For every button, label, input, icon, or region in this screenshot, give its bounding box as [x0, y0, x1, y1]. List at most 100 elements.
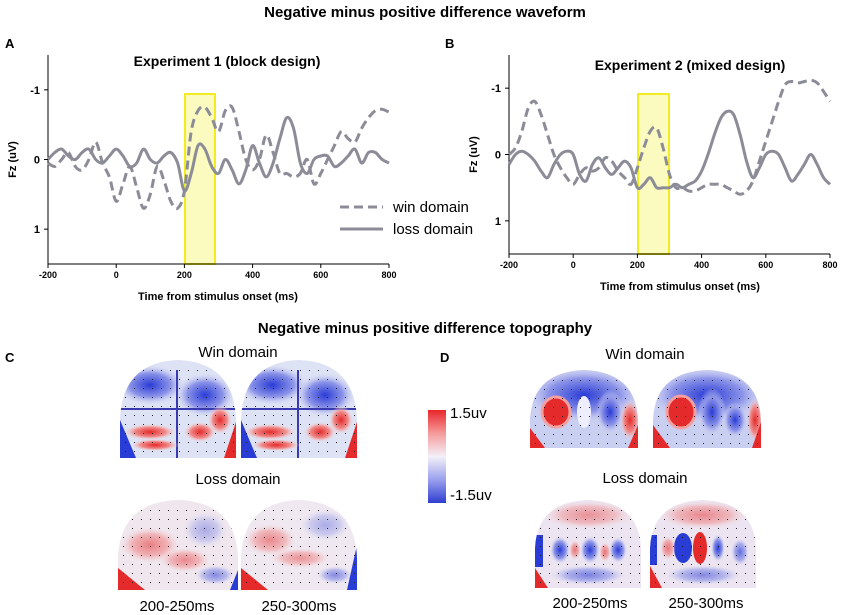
electrode-dot: [709, 582, 710, 583]
electrode-dot: [625, 389, 626, 390]
electrode-dot: [170, 415, 171, 416]
x-tick-label: 600: [758, 260, 773, 270]
electrode-dot: [318, 564, 319, 565]
electrode-dot: [318, 415, 319, 416]
electrode-dot: [718, 573, 719, 574]
electrode-dot: [318, 370, 319, 371]
electrode-dot: [658, 398, 659, 399]
electrode-dot: [603, 546, 604, 547]
electrode-dot: [246, 415, 247, 416]
electrode-dot: [300, 433, 301, 434]
electrode-dot: [612, 573, 613, 574]
y-tick-label: 0: [34, 155, 40, 167]
electrode-dot: [186, 510, 187, 511]
electrode-dot: [354, 442, 355, 443]
highlight-window-b: [637, 93, 670, 255]
electrode-dot: [562, 443, 563, 444]
electrode-dot: [544, 416, 545, 417]
electrode-dots: [123, 370, 758, 583]
electrode-dot: [754, 582, 755, 583]
loss-domain-line-a: [46, 115, 390, 193]
electrode-dot: [233, 397, 234, 398]
electrode-dot: [625, 398, 626, 399]
electrode-dot: [224, 388, 225, 389]
topomap-c-win-250-300: [241, 360, 357, 458]
electrode-dot: [141, 564, 142, 565]
electrode-dot: [634, 389, 635, 390]
electrode-dot: [186, 519, 187, 520]
electrode-dot: [255, 555, 256, 556]
electrode-dot: [204, 546, 205, 547]
electrode-dot: [745, 510, 746, 511]
electrode-dot: [676, 407, 677, 408]
electrode-dot: [712, 398, 713, 399]
electrode-dot: [558, 573, 559, 574]
electrode-dot: [318, 442, 319, 443]
electrode-dot: [159, 537, 160, 538]
electrode-dot: [141, 528, 142, 529]
electrode-dot: [345, 433, 346, 434]
electrode-dot: [177, 537, 178, 538]
electrode-dot: [291, 537, 292, 538]
electrode-dot: [336, 582, 337, 583]
electrode-dot: [327, 433, 328, 434]
electrode-dot: [327, 564, 328, 565]
electrode-dot: [309, 442, 310, 443]
electrode-dot: [639, 537, 640, 538]
electrode-dot: [309, 388, 310, 389]
electrode-dot: [685, 425, 686, 426]
electrode-dot: [712, 434, 713, 435]
electrode-dot: [300, 406, 301, 407]
electrode-dot: [639, 519, 640, 520]
electrode-dot: [535, 425, 536, 426]
electrode-dot: [255, 406, 256, 407]
electrode-dot: [291, 388, 292, 389]
electrode-dot: [233, 433, 234, 434]
electrode-dot: [255, 370, 256, 371]
electrode-dot: [535, 380, 536, 381]
electrode-dot: [264, 555, 265, 556]
x-axis-label-b: Time from stimulus onset (ms): [600, 281, 760, 293]
electrode-dot: [318, 451, 319, 452]
electrode-dot: [125, 370, 126, 371]
electrode-dot: [718, 519, 719, 520]
electrode-dot: [213, 510, 214, 511]
electrode-dot: [231, 528, 232, 529]
electrode-dot: [709, 546, 710, 547]
electrode-dot: [132, 528, 133, 529]
electrode-dot: [291, 528, 292, 529]
electrode-dot: [134, 424, 135, 425]
electrode-dot: [215, 397, 216, 398]
electrode-dot: [186, 546, 187, 547]
panel-label-d: D: [440, 350, 449, 365]
electrode-dot: [318, 582, 319, 583]
electrode-dot: [549, 537, 550, 538]
electrode-dot: [549, 528, 550, 529]
electrode-dot: [161, 379, 162, 380]
electrode-dot: [300, 379, 301, 380]
electrode-dot: [204, 528, 205, 529]
electrode-dot: [273, 564, 274, 565]
electrode-dot: [170, 451, 171, 452]
electrode-dot: [345, 397, 346, 398]
electrode-dot: [745, 537, 746, 538]
electrode-dot: [736, 519, 737, 520]
electrode-dot: [540, 528, 541, 529]
y-tick-label: 0: [495, 150, 501, 162]
electrode-dot: [264, 546, 265, 547]
electrode-dot: [691, 582, 692, 583]
electrode-dot: [300, 415, 301, 416]
electrode-dot: [309, 582, 310, 583]
electrode-dot: [318, 379, 319, 380]
electrode-dot: [300, 537, 301, 538]
electrode-dot: [318, 397, 319, 398]
electrode-dot: [327, 510, 328, 511]
electrode-dot: [748, 407, 749, 408]
electrode-dot: [553, 389, 554, 390]
electrode-dot: [141, 555, 142, 556]
electrode-dot: [345, 451, 346, 452]
electrode-dot: [748, 398, 749, 399]
electrode-dot: [132, 519, 133, 520]
electrode-dot: [730, 380, 731, 381]
